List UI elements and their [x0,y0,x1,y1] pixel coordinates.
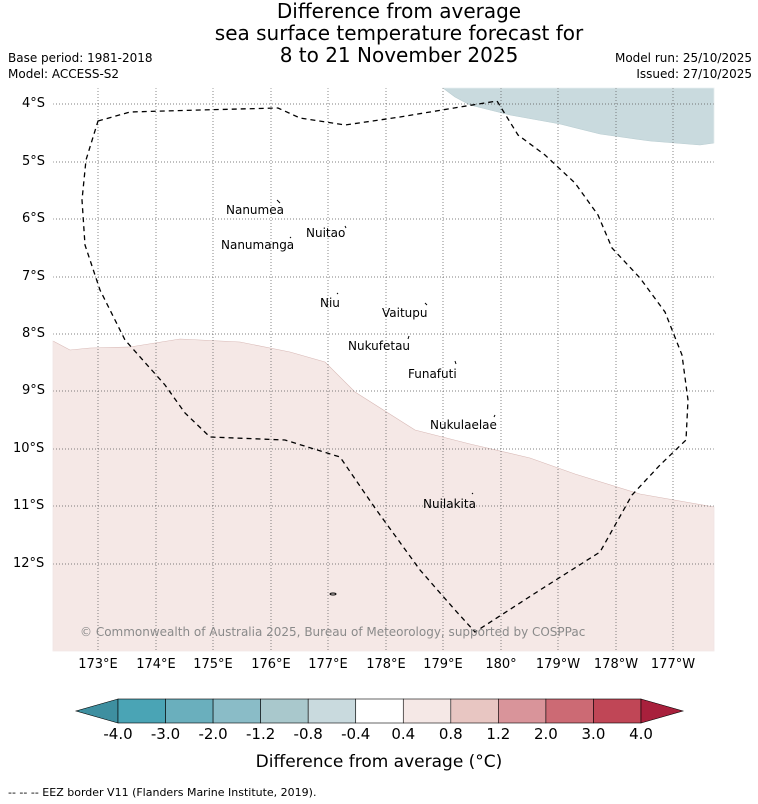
colorbar-tick-label: -3.0 [150,725,181,743]
place-label-nuitao: Nuitao [306,226,346,240]
colorbar-label: Difference from average (°C) [255,752,503,772]
colorbar-tick-label: -1.2 [245,725,276,743]
lon-label-178w: 178°W [593,657,639,672]
lon-label-179e: 179°E [423,657,463,672]
lat-label-11s: 11°S [13,498,45,513]
colorbar-segment [212,698,261,724]
title-line-1: Difference from average [276,0,522,23]
chart-title: Difference from average sea surface temp… [0,0,758,66]
colorbar-segment [545,698,594,724]
eez-border [81,100,689,633]
model-run: Model run: 25/10/2025 [614,51,752,65]
colorbar-arrow-low [74,698,119,724]
island-markers [276,199,496,596]
eez-legend-footer: -- -- -- EEZ border V11 (Flanders Marine… [8,786,317,799]
place-label-nanumea: Nanumea [226,203,284,217]
place-label-nukufetau: Nukufetau [348,339,411,353]
colorbar-arrow-high [640,698,685,724]
map-frame [52,87,715,652]
colorbar-segment [165,698,214,724]
colorbar-segment [402,698,452,724]
lat-label-10s: 10°S [13,441,45,456]
colorbar-segment [355,698,404,724]
colorbar-segment [593,698,642,724]
place-label-vaitupu: Vaitupu [382,306,428,320]
lon-label-173e: 173°E [78,657,118,672]
colorbar-tick-label: 2.0 [533,725,558,743]
colorbar-tick-label: 0.4 [391,725,416,743]
meta-left: Base period: 1981-2018 Model: ACCESS-S2 [8,50,153,82]
lon-label-176e: 176°E [251,657,291,672]
colorbar-tick-label: -0.8 [293,725,323,743]
copyright-notice: © Commonwealth of Australia 2025, Bureau… [80,625,586,639]
place-label-nanumanga: Nanumanga [221,238,295,252]
colorbar-tick-label: 3.0 [581,725,606,743]
lat-label-8s: 8°S [22,326,46,341]
colorbar-tick-label: -4.0 [103,725,133,743]
lat-label-9s: 9°S [22,383,46,398]
title-line-2: sea surface temperature forecast for [214,21,584,45]
colorbar-tick-label: 0.8 [438,725,463,743]
colorbar-segment [117,698,166,724]
lon-label-177w: 177°W [650,657,696,672]
place-label-funafuti: Funafuti [408,367,457,381]
place-label-niu: Niu [320,296,340,310]
place-label-nuilakita: Nuilakita [423,497,476,511]
lat-label-6s: 6°S [22,211,46,226]
colorbar-tick-label: -2.0 [198,725,228,743]
lon-label-180: 180° [485,657,517,672]
model-name: Model: ACCESS-S2 [8,67,120,81]
meta-right: Model run: 25/10/2025 Issued: 27/10/2025 [615,50,752,82]
gridlines [53,88,714,651]
colorbar-segment [498,698,547,724]
colorbar-segment [450,698,499,724]
title-line-3: 8 to 21 November 2025 [279,43,519,67]
lat-label-7s: 7°S [22,269,46,284]
colorbar-segment [260,698,309,724]
colorbar-tick-label: 4.0 [629,725,653,743]
lat-label-4s: 4°S [22,96,46,111]
lon-label-174e: 174°E [136,657,176,672]
lat-label-5s: 5°S [22,154,46,169]
colorbar-tick-label: 1.2 [486,725,511,743]
lon-label-175e: 175°E [193,657,233,672]
lat-label-12s: 12°S [13,556,45,571]
place-label-nukulaelae: Nukulaelae [430,418,497,432]
colorbar-tick-label: -0.4 [341,725,371,743]
issued-date: Issued: 27/10/2025 [636,67,752,81]
base-period: Base period: 1981-2018 [8,51,153,65]
colorbar-segment [307,698,357,724]
lon-label-179w: 179°W [535,657,581,672]
lon-label-178e: 178°E [366,657,406,672]
lon-label-177e: 177°E [308,657,348,672]
